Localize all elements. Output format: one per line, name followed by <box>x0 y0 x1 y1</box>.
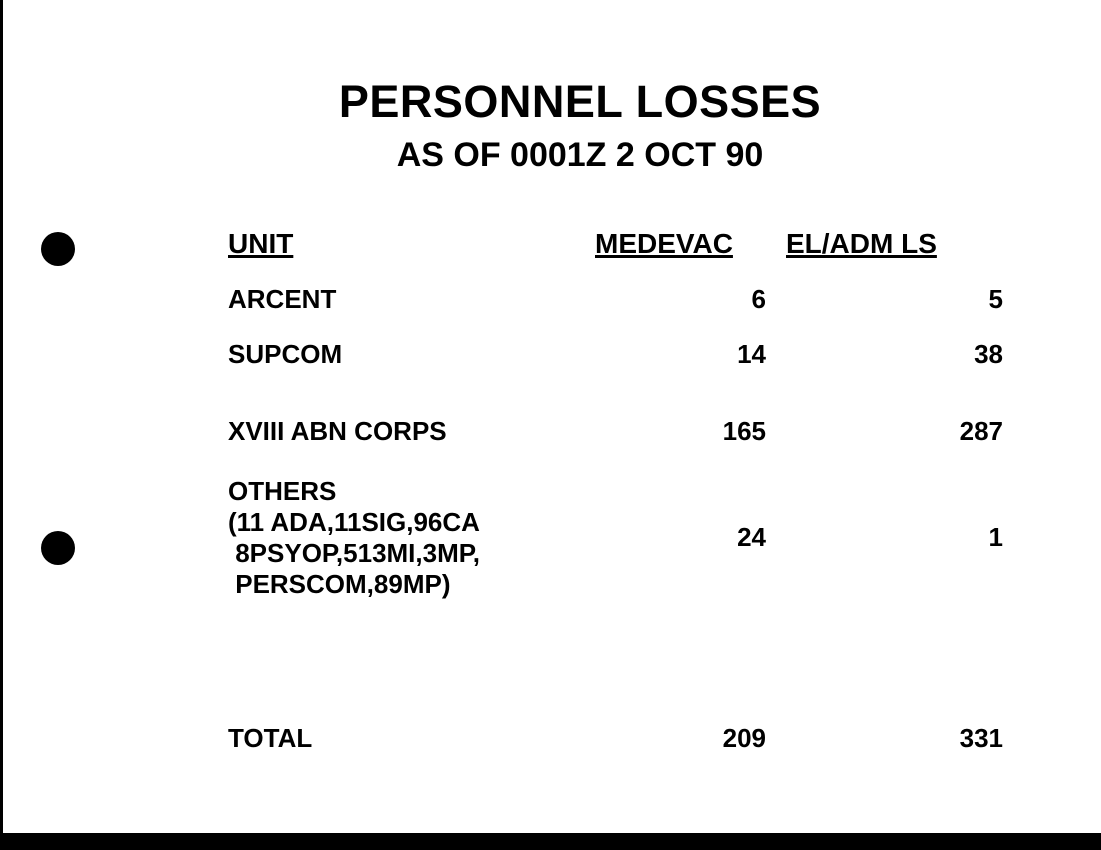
row-el-adm-ls: 287 <box>959 416 1003 446</box>
row-el-adm-ls: 5 <box>988 284 1003 314</box>
total-label: TOTAL <box>228 723 313 753</box>
header-el-adm-ls: EL/ADM LS <box>786 228 937 259</box>
row-el-adm-ls: 1 <box>988 522 1003 552</box>
page-subtitle: AS OF 0001Z 2 OCT 90 <box>396 136 764 174</box>
row-medevac: 165 <box>722 416 766 446</box>
row-unit: XVIII ABN CORPS <box>228 416 447 446</box>
scan-bottom-band <box>0 833 1101 850</box>
total-el-adm-ls: 331 <box>959 723 1003 753</box>
others-line: (11 ADA,11SIG,96CA <box>228 507 480 537</box>
page-title: PERSONNEL LOSSES <box>338 76 822 127</box>
row-unit-others: OTHERS (11 ADA,11SIG,96CA 8PSYOP,513MI,3… <box>228 476 480 600</box>
header-medevac: MEDEVAC <box>595 228 733 259</box>
row-medevac: 24 <box>737 522 766 552</box>
bullet-dot <box>41 232 75 266</box>
row-unit: ARCENT <box>228 284 337 314</box>
others-line: 8PSYOP,513MI,3MP, <box>228 538 480 568</box>
row-medevac: 14 <box>737 339 766 369</box>
others-line: OTHERS <box>228 476 337 506</box>
row-unit: SUPCOM <box>228 339 343 369</box>
header-unit: UNIT <box>228 228 294 259</box>
total-medevac: 209 <box>722 723 766 753</box>
row-medevac: 6 <box>751 284 766 314</box>
others-line: PERSCOM,89MP) <box>228 569 451 599</box>
bullet-dot <box>41 531 75 565</box>
scan-left-edge <box>0 0 3 833</box>
row-el-adm-ls: 38 <box>974 339 1003 369</box>
